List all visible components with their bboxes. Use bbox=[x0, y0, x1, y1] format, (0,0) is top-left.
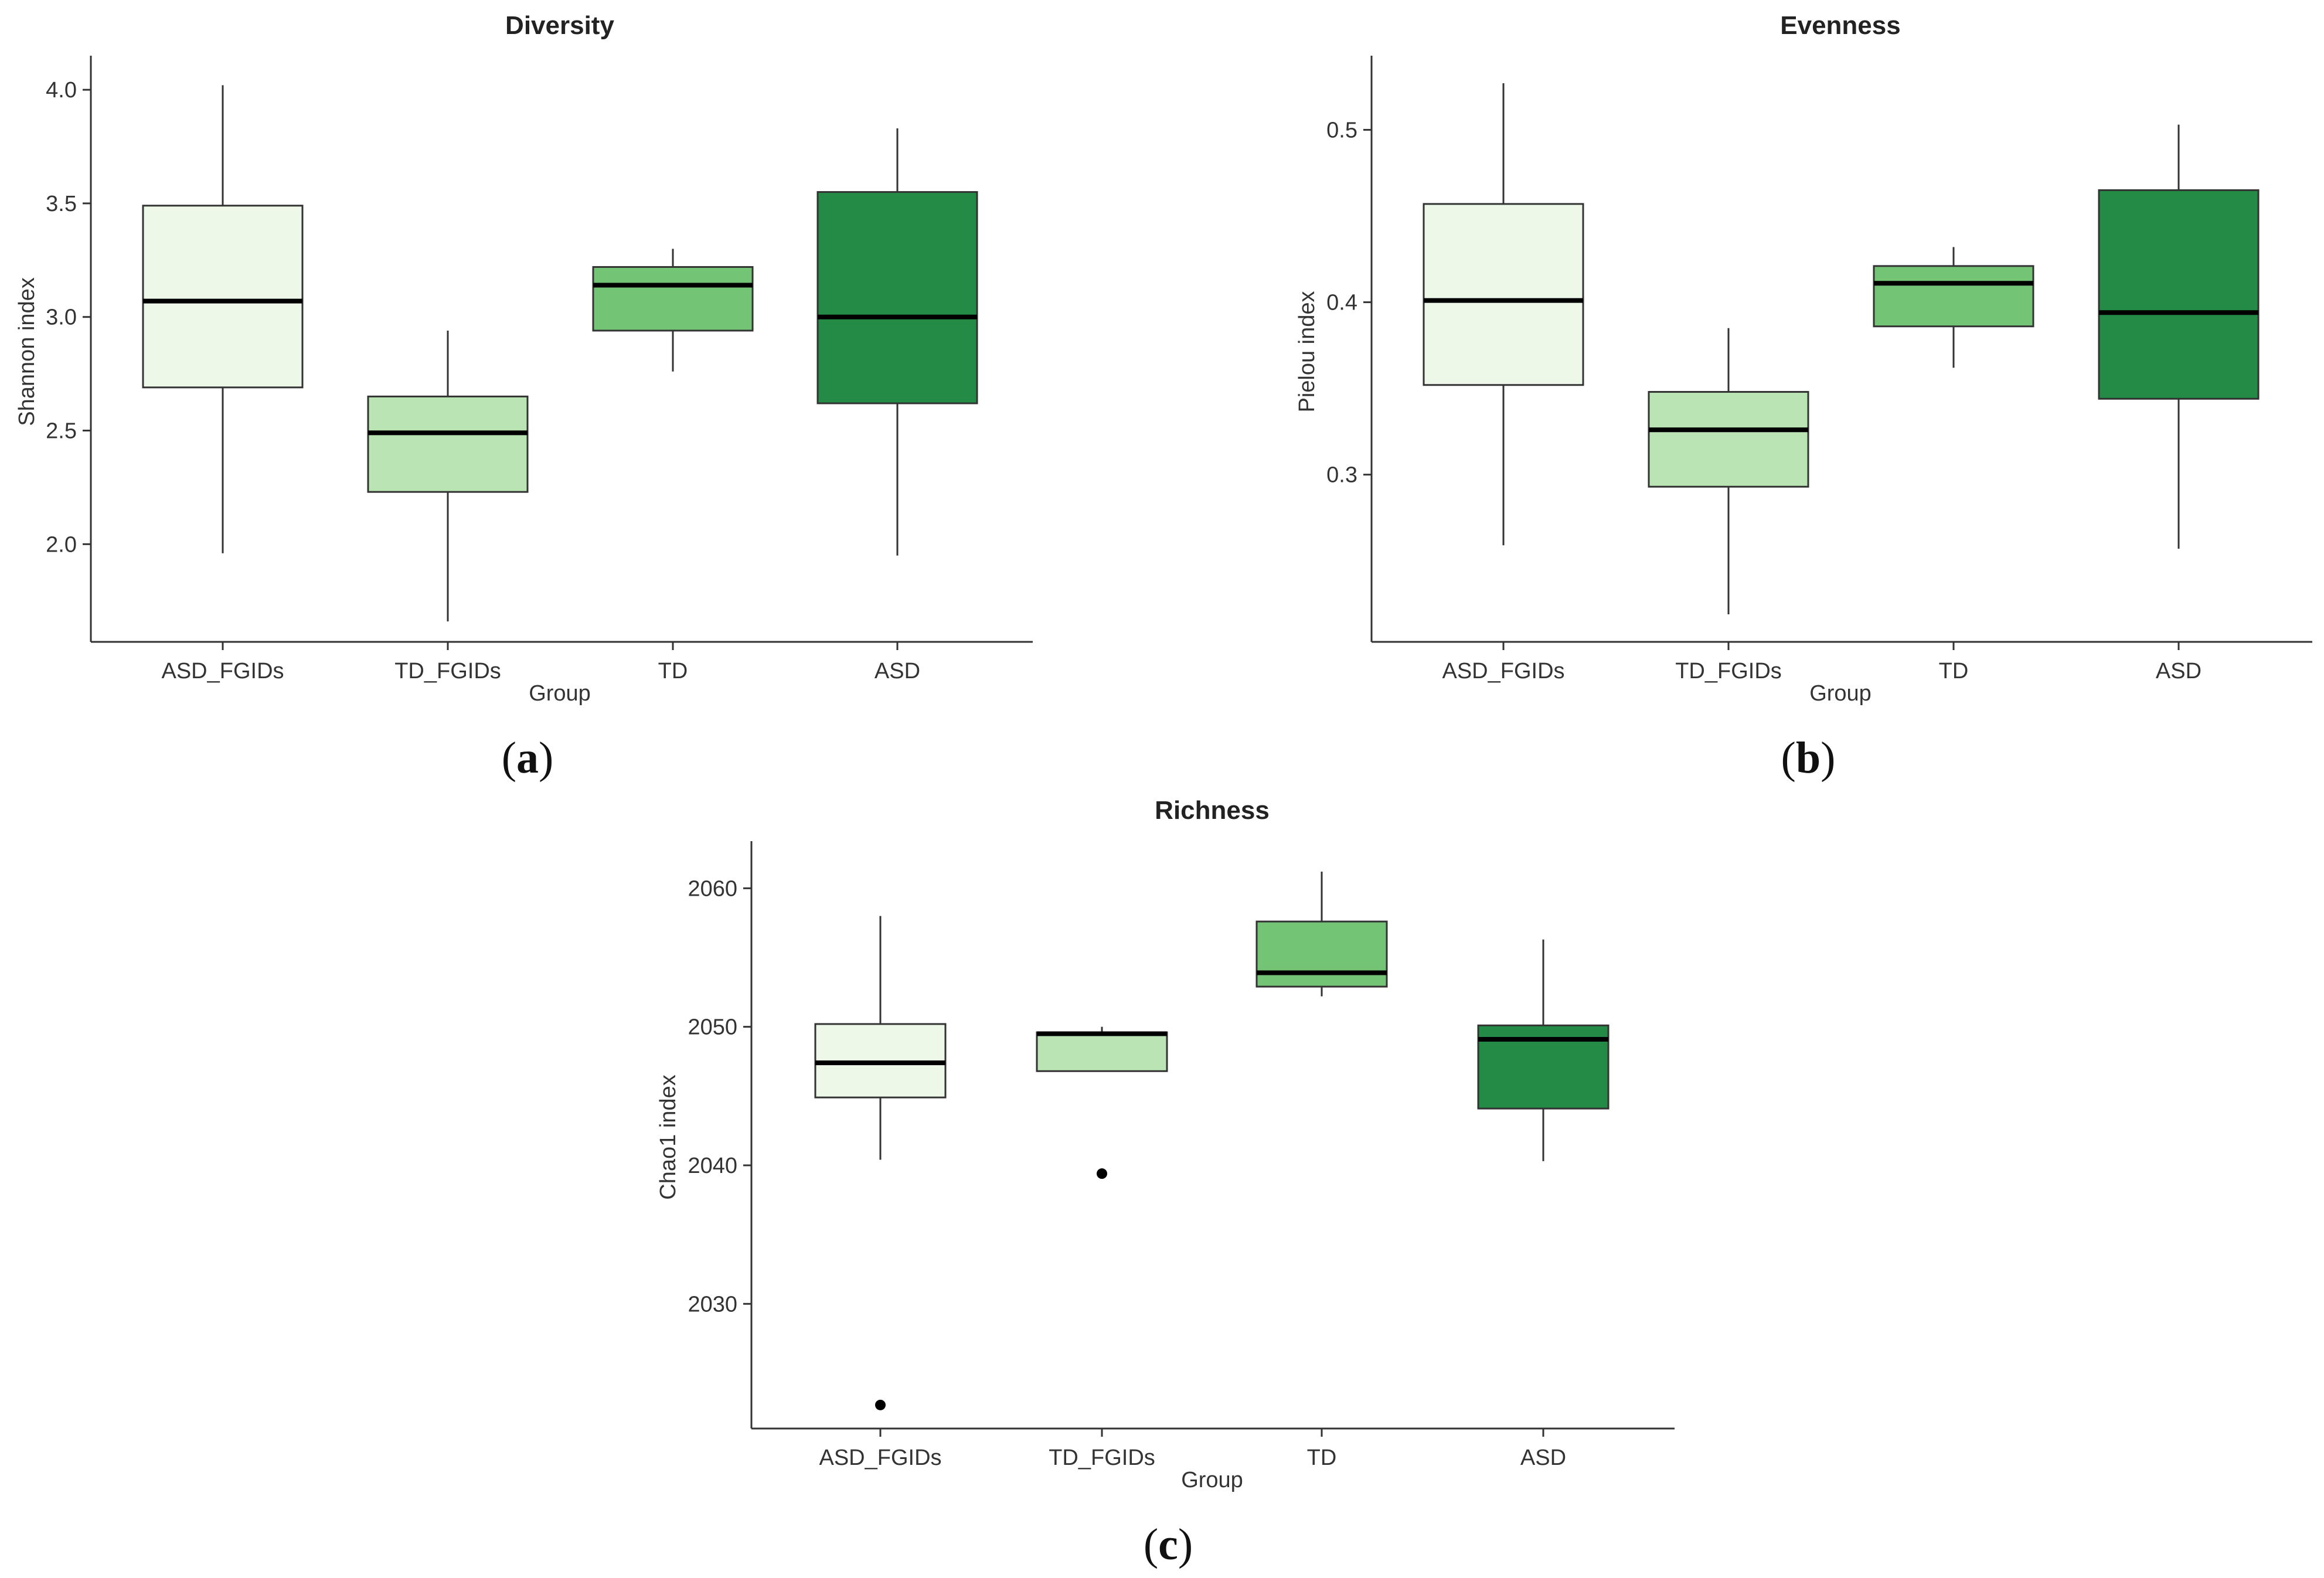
panel-c-y-tick-label: 2060 bbox=[688, 876, 737, 901]
panel-a-title: Diversity bbox=[505, 11, 614, 40]
panel-a-y-tick-label: 3.5 bbox=[46, 192, 77, 216]
panel-b-y-tick-label: 0.4 bbox=[1326, 291, 1357, 315]
panel-a-x-tick-label: ASD bbox=[875, 659, 920, 683]
panel-c-label: (c) bbox=[1144, 1520, 1193, 1569]
panel-a-x-ticks: ASD_FGIDs TD_FGIDs TD ASD bbox=[161, 642, 920, 683]
panel-b-y-tick-label: 0.3 bbox=[1326, 463, 1357, 488]
panel-c-label-letter: c bbox=[1158, 1520, 1178, 1569]
panel-a-y-tick-label: 2.5 bbox=[46, 419, 77, 444]
panel-c-title: Richness bbox=[1155, 796, 1270, 825]
panel-c-td-fgids-box bbox=[1036, 1031, 1168, 1072]
panel-a-x-tick-label: ASD_FGIDs bbox=[161, 659, 284, 683]
panel-b-td-fgids-box bbox=[1648, 391, 1809, 488]
panel-a-y-tick-label: 2.0 bbox=[46, 532, 77, 557]
panel-b-label: (b) bbox=[1781, 733, 1836, 783]
panel-b-boxes bbox=[1423, 83, 2260, 614]
panel-a-diversity: Diversity 2.0 2.5 3.0 3.5 4.0 ASD_FGIDs TD_FG… bbox=[15, 11, 1033, 783]
panel-a-label-letter: a bbox=[516, 733, 539, 783]
panel-b-asd-fgids-box bbox=[1423, 203, 1584, 386]
panel-b-x-tick-label: TD bbox=[1939, 659, 1969, 683]
panel-b-evenness: Evenness 0.30.40.5 ASD_FGIDs TD_FGIDs TD AS… bbox=[1295, 11, 2312, 783]
panel-b-y-axis-title: Pielou index bbox=[1295, 291, 1319, 412]
panel-b-label-letter: b bbox=[1796, 733, 1821, 783]
panel-a-boxes bbox=[142, 85, 978, 622]
panel-a-y-axis-title: Shannon index bbox=[15, 277, 39, 426]
panel-c-y-axis-title: Chao1 index bbox=[656, 1074, 680, 1199]
panel-c-x-tick-label: TD_FGIDs bbox=[1049, 1446, 1155, 1470]
panel-b-y-ticks: 0.3 0.4 0.5 bbox=[1326, 118, 1372, 488]
panel-a-td-fgids-box bbox=[367, 395, 529, 493]
panel-a-asd-fgids-box bbox=[142, 205, 304, 389]
panel-b-y-tick-label: 0.5 bbox=[1326, 118, 1357, 142]
panel-a-td-box bbox=[592, 266, 754, 332]
panel-b-td-box bbox=[1873, 265, 2034, 328]
panel-c-x-tick-label: ASD bbox=[1520, 1446, 1566, 1470]
panel-b-x-axis-title: Group bbox=[1809, 681, 1872, 706]
panel-a-y-tick-label: 3.0 bbox=[46, 305, 77, 330]
panel-b-x-tick-label: TD_FGIDs bbox=[1675, 659, 1782, 683]
panel-a-x-tick-label: TD_FGIDs bbox=[394, 659, 501, 683]
panel-b-x-ticks: ASD_FGIDs TD_FGIDs TD ASD bbox=[1442, 642, 2201, 683]
panel-c-x-tick-label: TD bbox=[1307, 1446, 1337, 1470]
panel-c-asd-fgids-outlier bbox=[875, 1399, 886, 1410]
panel-c-td-box bbox=[1255, 920, 1388, 988]
panel-c-x-tick-label: ASD_FGIDs bbox=[819, 1446, 941, 1470]
panel-c-richness: Richness 2030 2040 2050 2060 ASD_FGIDs TD_FG… bbox=[656, 796, 1675, 1569]
panel-a-x-tick-label: TD bbox=[658, 659, 688, 683]
panel-a-asd-box bbox=[816, 191, 978, 404]
panel-c-y-tick-label: 2040 bbox=[688, 1154, 737, 1178]
panel-c-y-ticks: 2030 2040 2050 2060 bbox=[688, 876, 751, 1317]
panel-c-x-axis-title: Group bbox=[1181, 1468, 1243, 1492]
panel-c-x-ticks: ASD_FGIDs TD_FGIDs TD ASD bbox=[819, 1429, 1566, 1470]
panel-c-y-tick-label: 2030 bbox=[688, 1292, 737, 1317]
panel-c-boxes bbox=[814, 871, 1610, 1410]
panel-b-title: Evenness bbox=[1780, 11, 1900, 40]
panel-b-x-tick-label: ASD_FGIDs bbox=[1442, 659, 1564, 683]
panel-b-asd-box bbox=[2098, 189, 2260, 400]
panel-a-y-ticks: 2.0 2.5 3.0 3.5 4.0 bbox=[46, 78, 91, 557]
panel-a-label: (a) bbox=[502, 733, 554, 783]
panel-c-y-tick-label: 2050 bbox=[688, 1015, 737, 1040]
panel-b-x-tick-label: ASD bbox=[2156, 659, 2201, 683]
panel-c-td-fgids-outlier bbox=[1097, 1168, 1107, 1179]
panel-a-y-tick-label: 4.0 bbox=[46, 78, 77, 103]
panel-a-x-axis-title: Group bbox=[529, 681, 591, 706]
